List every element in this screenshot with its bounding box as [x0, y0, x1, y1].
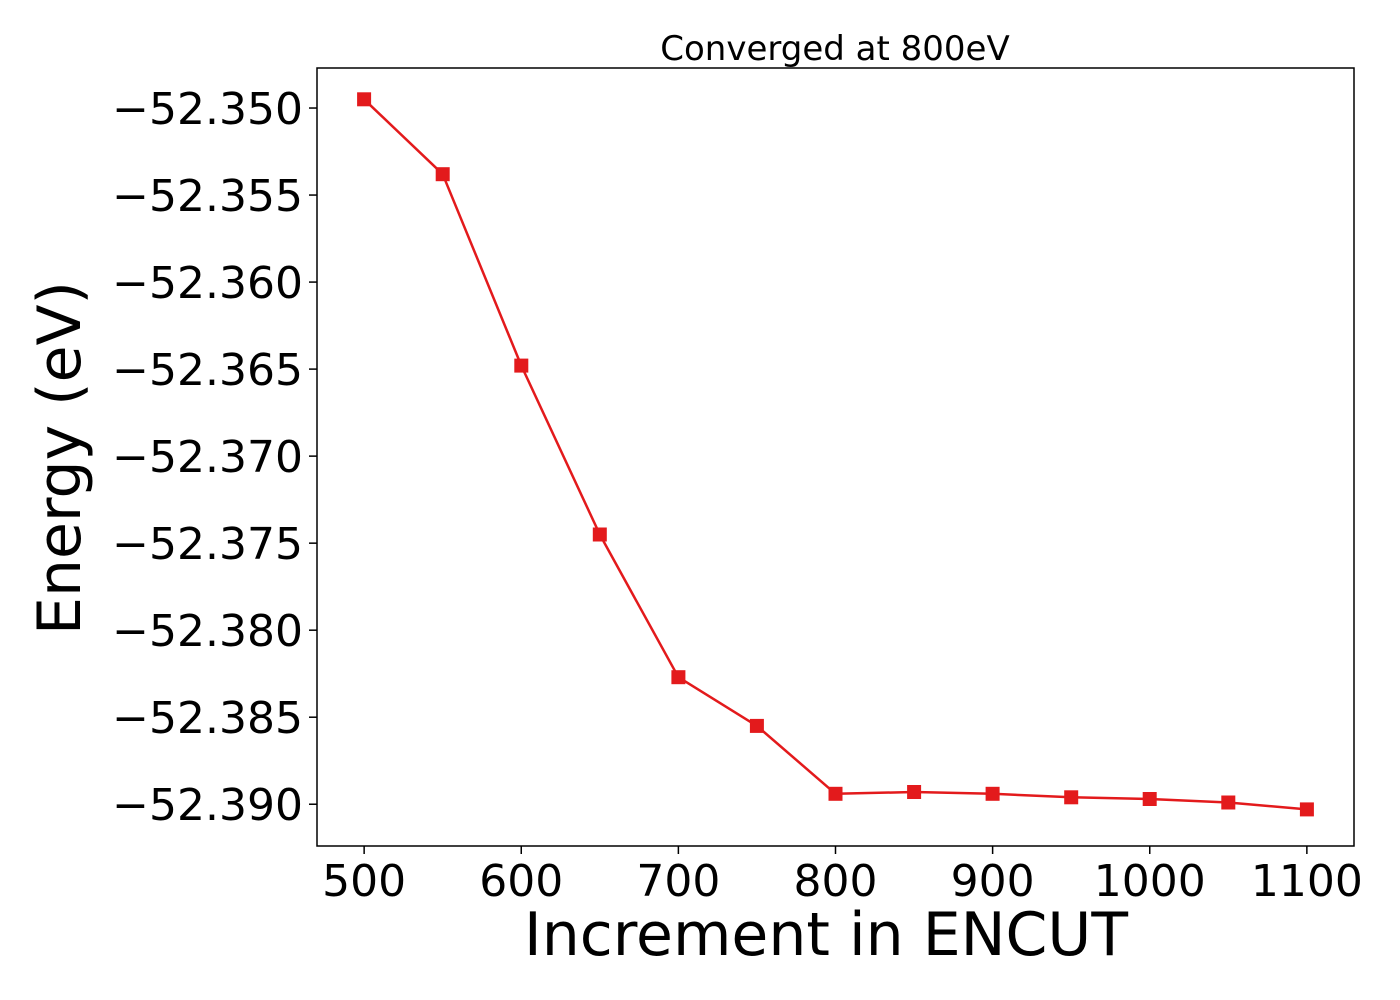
series-layer — [357, 92, 1314, 817]
x-tick-label: 600 — [479, 856, 563, 907]
data-point-marker — [435, 167, 450, 182]
y-tick-label: −52.390 — [112, 780, 303, 831]
data-point-marker — [514, 358, 529, 373]
data-point-marker — [592, 527, 607, 542]
data-point-marker — [828, 786, 843, 801]
x-tick-label: 1000 — [1094, 856, 1206, 907]
x-tick-label: 1100 — [1251, 856, 1363, 907]
y-tick-label: −52.350 — [112, 84, 303, 135]
data-point-marker — [907, 785, 922, 799]
data-point-marker — [357, 92, 372, 107]
chart-title: Converged at 800eV — [660, 29, 1009, 69]
x-axis-title: Increment in ENCUT — [524, 900, 1128, 970]
data-point-marker — [985, 786, 1000, 801]
y-tick-label: −52.360 — [112, 258, 303, 309]
y-tick-label: −52.385 — [112, 693, 303, 744]
y-tick-label: −52.370 — [112, 432, 303, 483]
data-point-marker — [1142, 792, 1157, 806]
data-point-marker — [749, 718, 764, 733]
y-axis-title: Energy (eV) — [25, 281, 95, 635]
y-tick-label: −52.380 — [112, 606, 303, 657]
x-tick-label: 900 — [951, 856, 1035, 907]
data-point-marker — [1221, 795, 1236, 810]
y-tick-label: −52.375 — [112, 519, 303, 570]
y-tick-label: −52.355 — [112, 171, 303, 222]
y-axis: −52.350 −52.355 −52.360 −52.365 −52.370 −52.3… — [112, 84, 317, 831]
x-tick-label: 800 — [794, 856, 878, 907]
x-tick-label: 500 — [322, 856, 406, 907]
data-point-marker — [671, 670, 686, 685]
x-axis: 500 600 700 800 900 1000 1100 — [322, 846, 1363, 907]
data-point-marker — [1299, 802, 1314, 817]
y-tick-label: −52.365 — [112, 345, 303, 396]
data-point-marker — [1064, 790, 1079, 805]
x-tick-label: 700 — [636, 856, 720, 907]
